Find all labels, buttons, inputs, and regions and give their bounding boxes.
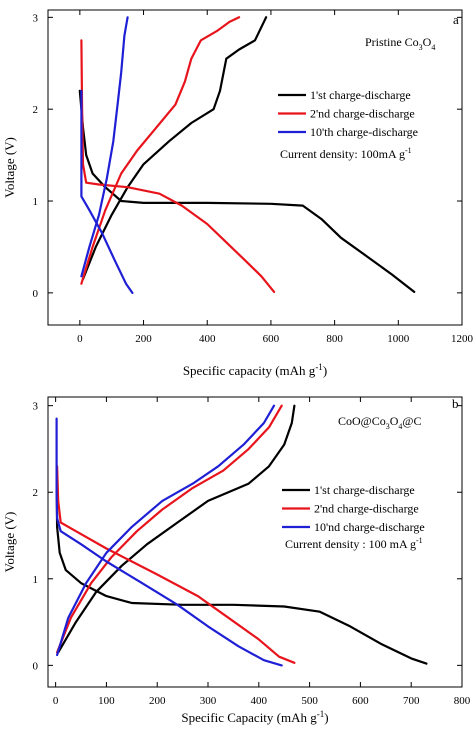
y-tick-label: 0 xyxy=(33,288,39,300)
title-part: Pristine Co xyxy=(365,35,419,49)
series-line-discharge xyxy=(55,473,428,665)
y-tick-label: 0 xyxy=(33,660,39,672)
x-tick-label: 200 xyxy=(149,695,166,707)
y-axis-label: Voltage (V) xyxy=(2,512,17,573)
x-tick-label: 800 xyxy=(326,333,343,345)
panel-label: a xyxy=(453,12,459,27)
x-axis-label-end: ) xyxy=(324,710,328,725)
x-tick-label: 300 xyxy=(200,695,217,707)
subscript: 4 xyxy=(431,43,435,52)
series-line-charge xyxy=(81,16,268,281)
plot-frame xyxy=(47,396,463,688)
x-tick-label: 800 xyxy=(454,695,471,707)
x-tick-label: 1000 xyxy=(387,333,410,345)
x-axis-label: Specific capacity (mAh g-1) xyxy=(183,362,327,378)
x-tick-label: 400 xyxy=(199,333,216,345)
y-tick-label: 2 xyxy=(33,104,39,116)
panel-a-chart: 0 200 400 600 800 1000 1200 0 1 2 3 1'st charge-dis… xyxy=(2,9,474,378)
y-tick-label: 1 xyxy=(33,196,39,208)
panel-label: b xyxy=(452,396,459,411)
panel-b-chart: 0 100 200 300 400 500 600 700 800 0 1 2 3 1'st charge… xyxy=(2,396,471,725)
series-line-charge xyxy=(56,404,283,654)
series-line-discharge xyxy=(80,89,134,294)
legend-label: 1'st charge-discharge xyxy=(310,88,411,102)
x-tick-label: 0 xyxy=(77,333,83,345)
x-tick-label: 400 xyxy=(251,695,268,707)
legend-label: 10'nd charge-discharge xyxy=(314,520,425,534)
legend-label: 1'st charge-discharge xyxy=(314,483,415,497)
subscript: 4 xyxy=(398,422,402,431)
y-tick-label: 3 xyxy=(33,12,39,24)
superscript: -1 xyxy=(416,536,423,545)
series-line-discharge xyxy=(55,417,283,667)
current-density-note: Current density: 100mA g-1 xyxy=(280,146,412,161)
material-title: CoO@Co3O4@C xyxy=(338,414,421,431)
superscript: -1 xyxy=(405,146,412,155)
superscript: -1 xyxy=(315,362,323,372)
y-axis-label: Voltage (V) xyxy=(2,137,17,198)
subscript: 3 xyxy=(386,422,390,431)
x-axis-label-end: ) xyxy=(323,363,327,378)
x-tick-label: 500 xyxy=(301,695,318,707)
x-axis-label: Specific Capacity (mAh g-1) xyxy=(181,709,328,725)
x-tick-label: 700 xyxy=(403,695,420,707)
legend-label: 2'nd charge-discharge xyxy=(314,502,419,516)
x-tick-label: 1200 xyxy=(451,333,474,345)
plot-frame xyxy=(47,9,463,326)
x-tick-label: 200 xyxy=(135,333,152,345)
series-line-discharge xyxy=(56,465,296,664)
series-line-charge xyxy=(57,404,296,654)
y-tick-label: 2 xyxy=(33,487,39,499)
y-tick-label: 1 xyxy=(33,574,39,586)
superscript: -1 xyxy=(317,709,325,719)
y-tick-label: 3 xyxy=(33,401,39,413)
legend-label: 10'th charge-discharge xyxy=(310,125,418,139)
x-tick-label: 600 xyxy=(352,695,369,707)
current-density-note: Current density : 100 mA g-1 xyxy=(285,536,423,551)
series-line-charge xyxy=(80,16,129,278)
legend-label: 2'nd charge-discharge xyxy=(310,107,415,121)
subscript: 3 xyxy=(419,43,423,52)
title-part: O xyxy=(423,35,432,49)
title-part: CoO@Co xyxy=(338,414,386,428)
series-line-charge xyxy=(56,404,276,657)
x-tick-label: 100 xyxy=(98,695,115,707)
title-part: @C xyxy=(402,414,421,428)
series-line-charge xyxy=(80,16,241,285)
x-tick-label: 600 xyxy=(263,333,280,345)
material-title: Pristine Co3O4 xyxy=(365,35,435,52)
x-tick-label: 0 xyxy=(53,695,59,707)
title-part: O xyxy=(390,414,399,428)
series-line-discharge xyxy=(80,39,276,293)
